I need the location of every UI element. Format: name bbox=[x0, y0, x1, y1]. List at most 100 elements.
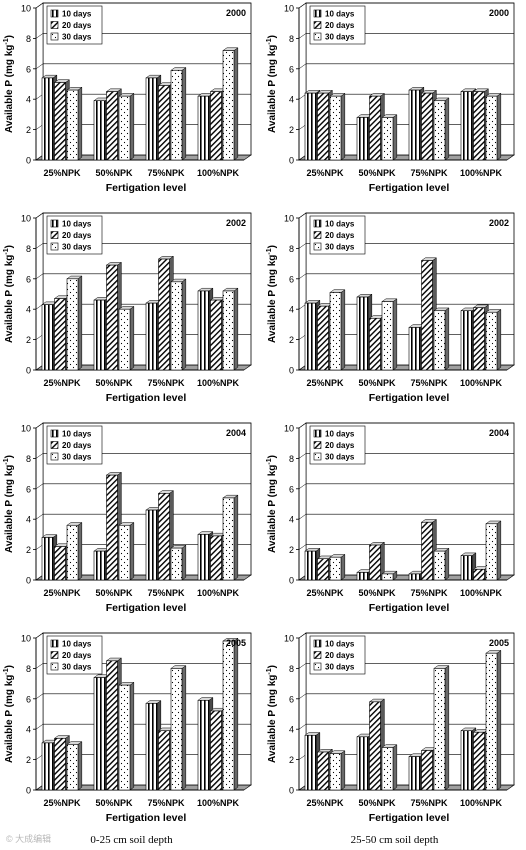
chart-panel-2004-25-50cm: 0 2 4 6 8 10 25%NPK 50%NPK 75%NPK 100%NPK Availabl… bbox=[263, 420, 526, 630]
legend-swatch bbox=[313, 21, 322, 29]
y-tick-label: 0 bbox=[26, 786, 31, 796]
y-tick-label: 6 bbox=[26, 484, 31, 494]
y-tick-label: 2 bbox=[289, 545, 294, 555]
year-label: 2000 bbox=[489, 8, 509, 18]
y-axis-label: Available P (mg kg-1) bbox=[266, 35, 278, 133]
category-label: 50%NPK bbox=[95, 798, 133, 808]
legend-swatch bbox=[313, 441, 322, 449]
y-axis-label: Available P (mg kg-1) bbox=[3, 245, 15, 343]
category-label: 75%NPK bbox=[147, 588, 185, 598]
chart-svg: 0 2 4 6 8 10 25%NPK 50%NPK 75%NPK 100%NPK Availabl… bbox=[266, 2, 515, 194]
bar-100%NPK-30-days bbox=[485, 520, 502, 581]
category-label: 100%NPK bbox=[197, 588, 240, 598]
legend-entry: 10 days bbox=[325, 640, 355, 649]
legend-entry: 30 days bbox=[325, 33, 355, 42]
legend-entry: 10 days bbox=[62, 10, 92, 19]
category-label: 50%NPK bbox=[95, 378, 133, 388]
category-label: 25%NPK bbox=[306, 378, 344, 388]
legend-entry: 20 days bbox=[325, 21, 355, 30]
legend-swatch bbox=[50, 242, 59, 251]
y-tick-label: 8 bbox=[26, 664, 31, 674]
y-tick-label: 10 bbox=[284, 424, 294, 434]
y-axis-label: Available P (mg kg-1) bbox=[266, 455, 278, 553]
category-label: 50%NPK bbox=[358, 798, 396, 808]
legend-swatch bbox=[50, 662, 59, 671]
legend-entry: 30 days bbox=[62, 453, 92, 462]
y-tick-label: 4 bbox=[289, 305, 294, 315]
chart-svg: 0 2 4 6 8 10 25%NPK 50%NPK 75%NPK 100%NPK Availabl… bbox=[3, 632, 252, 824]
legend-entry: 10 days bbox=[62, 430, 92, 439]
y-tick-label: 4 bbox=[26, 515, 31, 525]
legend-swatch bbox=[313, 231, 322, 239]
bar-50%NPK-30-days bbox=[118, 681, 135, 791]
legend-entry: 10 days bbox=[325, 220, 355, 229]
bar-75%NPK-10-days bbox=[408, 324, 425, 371]
category-label: 100%NPK bbox=[197, 798, 240, 808]
legend-swatch bbox=[313, 242, 322, 251]
y-tick-label: 10 bbox=[21, 214, 31, 224]
y-tick-label: 0 bbox=[289, 576, 294, 586]
y-tick-label: 6 bbox=[289, 64, 294, 74]
legend-swatch bbox=[313, 32, 322, 41]
bar-75%NPK-30-days bbox=[170, 278, 187, 371]
year-label: 2005 bbox=[489, 638, 509, 648]
bar-75%NPK-20-days bbox=[157, 490, 175, 581]
y-tick-label: 6 bbox=[26, 64, 31, 74]
legend-entry: 10 days bbox=[325, 430, 355, 439]
category-label: 50%NPK bbox=[95, 588, 133, 598]
y-tick-label: 6 bbox=[26, 274, 31, 284]
bar-50%NPK-20-days bbox=[368, 541, 386, 581]
x-axis-label: Fertigation level bbox=[369, 182, 450, 194]
legend-entry: 30 days bbox=[62, 33, 92, 42]
legend-swatch bbox=[50, 429, 59, 438]
bar-100%NPK-30-days bbox=[222, 47, 239, 161]
y-tick-label: 4 bbox=[289, 95, 294, 105]
bar-75%NPK-30-days bbox=[433, 307, 450, 371]
bar-50%NPK-30-days bbox=[118, 92, 135, 161]
y-axis-label: Available P (mg kg-1) bbox=[266, 245, 278, 343]
chart-panel-2004-0-25cm: 0 2 4 6 8 10 25%NPK 50%NPK 75%NPK 100%NPK Availabl… bbox=[0, 420, 263, 630]
y-tick-label: 8 bbox=[26, 454, 31, 464]
legend-swatch bbox=[50, 441, 59, 449]
chart-svg: 0 2 4 6 8 10 25%NPK 50%NPK 75%NPK 100%NPK Availabl… bbox=[3, 212, 252, 404]
legend-swatch bbox=[313, 651, 322, 659]
bar-75%NPK-30-days bbox=[170, 544, 187, 581]
bar-25%NPK-30-days bbox=[66, 86, 83, 161]
legend-swatch bbox=[313, 429, 322, 438]
y-tick-label: 2 bbox=[26, 755, 31, 765]
bar-25%NPK-30-days bbox=[329, 92, 346, 161]
chart-svg: 0 2 4 6 8 10 25%NPK 50%NPK 75%NPK 100%NPK Availabl… bbox=[266, 632, 515, 824]
left-column-caption: 0-25 cm soil depth bbox=[90, 834, 173, 846]
bar-25%NPK-30-days bbox=[329, 750, 346, 791]
legend-entry: 30 days bbox=[325, 453, 355, 462]
bar-100%NPK-30-days bbox=[222, 287, 239, 371]
category-label: 75%NPK bbox=[410, 168, 448, 178]
y-tick-label: 8 bbox=[289, 664, 294, 674]
y-tick-label: 10 bbox=[21, 634, 31, 644]
year-label: 2002 bbox=[226, 218, 246, 228]
category-label: 100%NPK bbox=[460, 378, 503, 388]
y-tick-label: 2 bbox=[26, 335, 31, 345]
y-tick-label: 4 bbox=[26, 95, 31, 105]
bar-25%NPK-30-days bbox=[329, 553, 346, 581]
bar-75%NPK-30-days bbox=[170, 67, 187, 161]
legend-swatch bbox=[50, 639, 59, 648]
category-label: 75%NPK bbox=[410, 378, 448, 388]
bar-100%NPK-30-days bbox=[485, 92, 502, 161]
category-label: 100%NPK bbox=[460, 798, 503, 808]
legend-entry: 10 days bbox=[325, 10, 355, 19]
category-label: 100%NPK bbox=[197, 168, 240, 178]
y-tick-label: 6 bbox=[26, 694, 31, 704]
year-label: 2005 bbox=[226, 638, 246, 648]
category-label: 25%NPK bbox=[306, 168, 344, 178]
y-tick-label: 6 bbox=[289, 274, 294, 284]
x-axis-label: Fertigation level bbox=[106, 602, 187, 614]
y-tick-label: 0 bbox=[289, 156, 294, 166]
y-tick-label: 2 bbox=[26, 125, 31, 135]
bar-100%NPK-30-days bbox=[222, 637, 239, 791]
x-axis-label: Fertigation level bbox=[106, 812, 187, 824]
y-axis-label: Available P (mg kg-1) bbox=[3, 455, 15, 553]
category-label: 25%NPK bbox=[43, 378, 81, 388]
y-tick-label: 10 bbox=[284, 634, 294, 644]
y-tick-label: 8 bbox=[289, 454, 294, 464]
